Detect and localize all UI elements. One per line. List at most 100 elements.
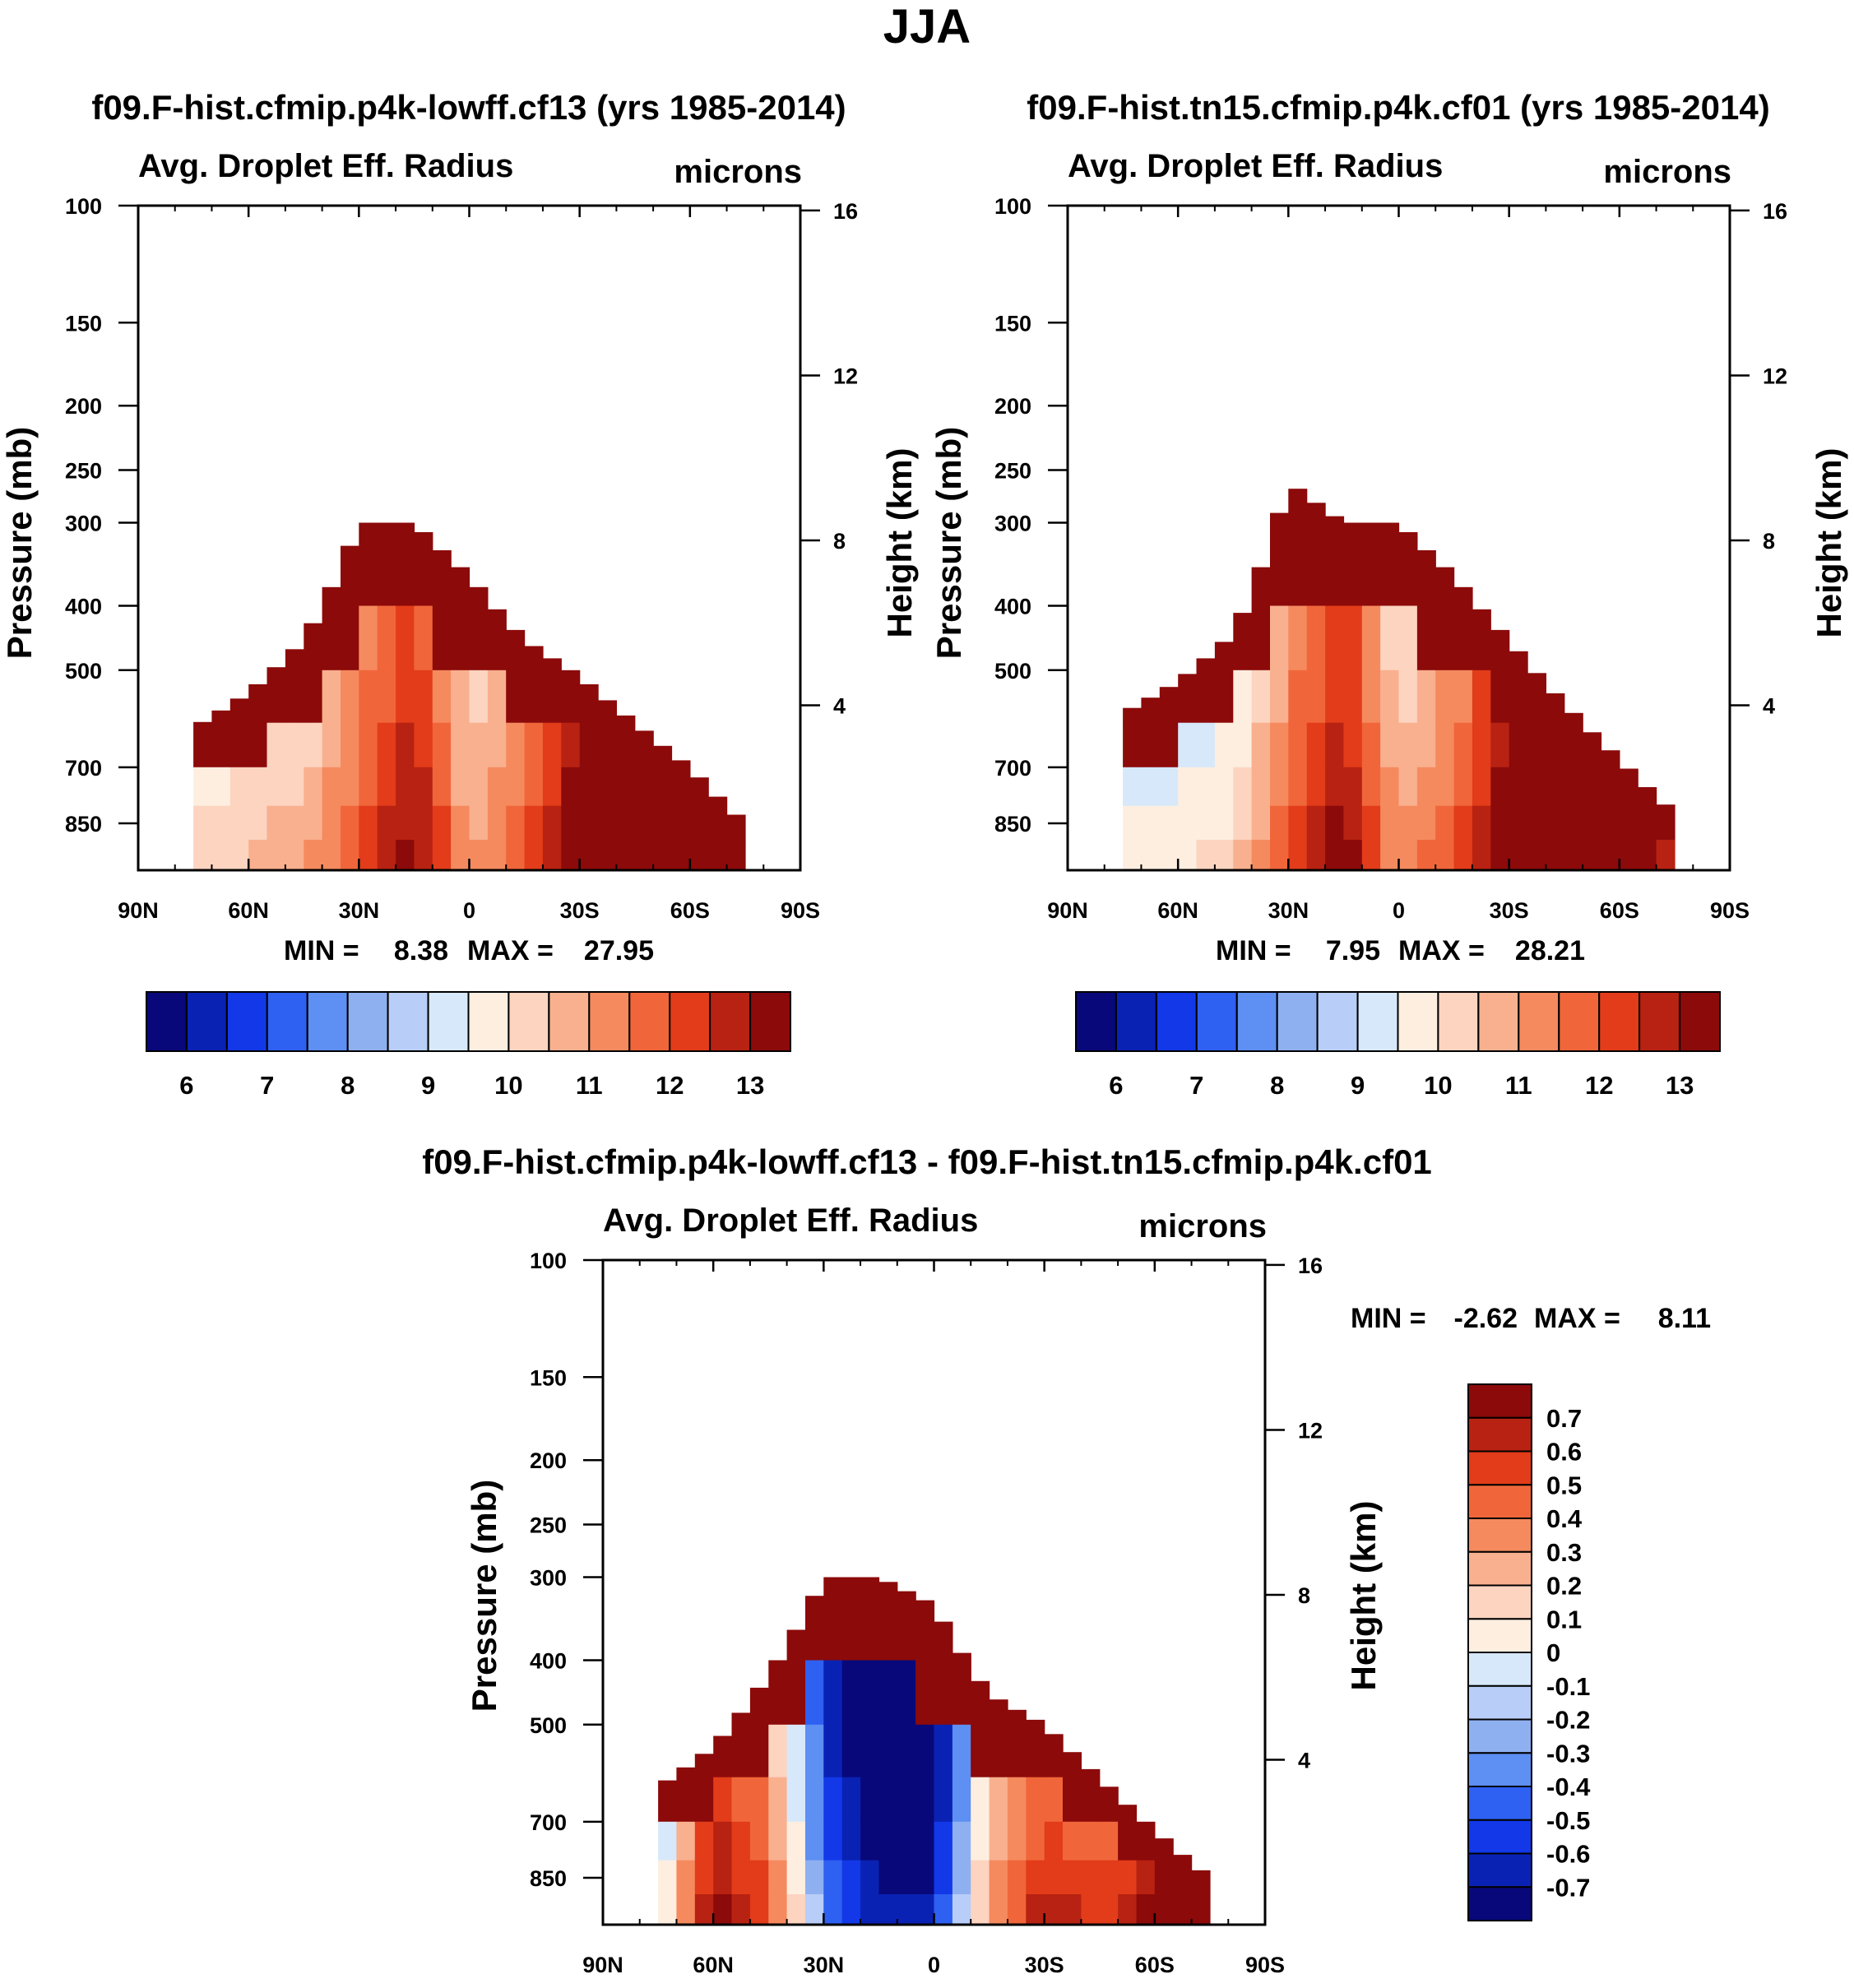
field-cell bbox=[934, 1777, 953, 1823]
field-cell bbox=[1472, 609, 1491, 671]
field-cell bbox=[989, 1699, 1008, 1726]
field-cell bbox=[1178, 674, 1198, 724]
field-cell bbox=[1118, 1805, 1138, 1823]
field-cell bbox=[341, 545, 359, 607]
field-cell bbox=[726, 814, 746, 841]
field-cell bbox=[1196, 658, 1216, 671]
y-tick-label: 250 bbox=[530, 1513, 567, 1538]
y-tick-label: 100 bbox=[530, 1249, 567, 1273]
colorbar-label: 10 bbox=[1424, 1071, 1452, 1100]
field-cell bbox=[1288, 840, 1308, 871]
field-cell bbox=[579, 767, 599, 807]
field-cell bbox=[1306, 805, 1326, 841]
field-cell bbox=[341, 840, 359, 871]
field-cell bbox=[1251, 805, 1271, 841]
field-cell bbox=[1416, 605, 1436, 671]
field-cell bbox=[841, 1577, 861, 1661]
field-cell bbox=[1118, 1860, 1138, 1895]
field-cell bbox=[432, 722, 452, 768]
field-cell bbox=[1619, 805, 1638, 841]
field-cell bbox=[1270, 840, 1289, 871]
field-cell bbox=[542, 767, 562, 807]
field-cell bbox=[1509, 767, 1528, 807]
field-cell bbox=[396, 805, 415, 841]
y-tick-label: 300 bbox=[994, 512, 1031, 536]
field-cell bbox=[616, 767, 636, 807]
colorbar-box bbox=[1467, 1584, 1532, 1620]
height-tick-label: 16 bbox=[1763, 199, 1787, 224]
field-cell bbox=[229, 722, 249, 768]
field-cell bbox=[524, 722, 544, 768]
panel-1-max-label: MAX = bbox=[467, 935, 554, 966]
field-cell bbox=[731, 1712, 751, 1726]
field-cell bbox=[749, 1821, 769, 1861]
field-cell bbox=[749, 1777, 769, 1823]
y-tick-label: 150 bbox=[65, 311, 102, 336]
field-cell bbox=[731, 1894, 751, 1925]
field-cell bbox=[897, 1777, 916, 1823]
colorbar-box bbox=[1467, 1652, 1532, 1687]
field-cell bbox=[768, 1860, 788, 1895]
field-cell bbox=[598, 840, 617, 871]
field-cell bbox=[524, 805, 544, 841]
field-cell bbox=[267, 805, 286, 841]
field-cell bbox=[749, 1860, 769, 1895]
field-cell bbox=[1398, 840, 1418, 871]
field-cell bbox=[634, 730, 654, 768]
x-tick-label: 60S bbox=[670, 898, 710, 923]
field-cell bbox=[823, 1821, 843, 1861]
colorbar-label: -0.2 bbox=[1546, 1706, 1590, 1735]
field-cell bbox=[841, 1777, 861, 1823]
colorbar-box bbox=[709, 991, 751, 1052]
field-cell bbox=[1380, 605, 1400, 671]
field-cell bbox=[1435, 840, 1455, 871]
field-cell bbox=[414, 722, 433, 768]
field-cell bbox=[469, 767, 489, 807]
field-cell bbox=[934, 1860, 953, 1895]
field-cell bbox=[731, 1724, 751, 1778]
y-tick-label: 400 bbox=[65, 594, 102, 619]
colorbar-label: 0 bbox=[1546, 1638, 1560, 1667]
panel-1-min-label: MIN = bbox=[284, 935, 359, 966]
field-cell bbox=[542, 722, 562, 768]
field-cell bbox=[322, 767, 341, 807]
height-tick-label: 4 bbox=[1298, 1748, 1310, 1773]
field-cell bbox=[878, 1860, 898, 1895]
field-cell bbox=[915, 1860, 935, 1895]
field-cell bbox=[841, 1860, 861, 1895]
field-cell bbox=[1343, 805, 1363, 841]
field-cell bbox=[823, 1860, 843, 1895]
field-cell bbox=[713, 1821, 733, 1861]
field-cell bbox=[1233, 805, 1253, 841]
x-tick-label: 90S bbox=[781, 898, 820, 923]
colorbar-box bbox=[1467, 1718, 1532, 1754]
field-cell bbox=[1154, 1860, 1174, 1895]
field-cell bbox=[1380, 522, 1400, 607]
field-cell bbox=[1141, 767, 1161, 807]
field-cell bbox=[414, 805, 433, 841]
field-cell bbox=[915, 1724, 935, 1778]
field-cell bbox=[1196, 840, 1216, 871]
field-cell bbox=[1270, 605, 1289, 671]
field-cell bbox=[598, 767, 617, 807]
field-cell bbox=[267, 670, 286, 724]
field-cell bbox=[878, 1660, 898, 1726]
field-cell bbox=[579, 684, 599, 724]
field-cell bbox=[1044, 1734, 1064, 1778]
field-cell bbox=[322, 722, 341, 768]
field-cell bbox=[1435, 567, 1455, 607]
field-cell bbox=[451, 767, 470, 807]
panel-3-max-value: 8.11 bbox=[1658, 1303, 1711, 1334]
field-cell bbox=[915, 1777, 935, 1823]
panel-3-plot: 90N 60N 30N 0 30S 60S 90S 100 150 200 250 300 400 500… bbox=[530, 1249, 1323, 1977]
field-cell bbox=[1270, 670, 1289, 724]
field-cell bbox=[1325, 722, 1345, 768]
field-cell bbox=[1233, 722, 1253, 768]
field-cell bbox=[432, 605, 452, 671]
field-cell bbox=[1490, 629, 1510, 671]
y-tick-label: 150 bbox=[994, 311, 1031, 336]
y-tick-label: 100 bbox=[65, 194, 102, 219]
field-cell bbox=[1435, 767, 1455, 807]
field-cell bbox=[952, 1777, 971, 1823]
field-cell bbox=[658, 1894, 678, 1925]
